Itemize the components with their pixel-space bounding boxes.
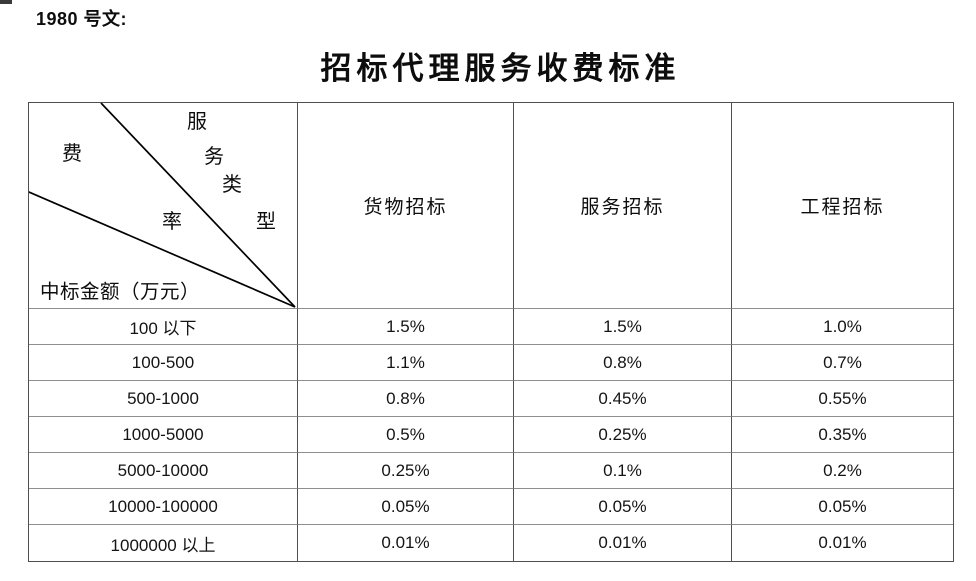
row-label-cell: 100-500 xyxy=(29,345,298,381)
fee-value-cell: 0.01% xyxy=(514,525,732,561)
table-row: 1000-5000 0.5% 0.25% 0.35% xyxy=(29,417,953,453)
table-row: 500-1000 0.8% 0.45% 0.55% xyxy=(29,381,953,417)
fee-value-cell: 0.1% xyxy=(514,453,732,489)
table-row: 10000-100000 0.05% 0.05% 0.05% xyxy=(29,489,953,525)
fee-value-cell: 0.55% xyxy=(732,381,953,417)
corner-label-fee-rate-char: 费 xyxy=(62,143,82,165)
fee-value-cell: 0.35% xyxy=(732,417,953,453)
fee-value-cell: 0.05% xyxy=(514,489,732,525)
scan-artifact xyxy=(0,0,12,4)
fee-value-cell: 0.45% xyxy=(514,381,732,417)
column-header-engineering: 工程招标 xyxy=(732,103,953,309)
fee-value-cell: 0.2% xyxy=(732,453,953,489)
fee-value-cell: 0.01% xyxy=(298,525,514,561)
fee-value-cell: 0.8% xyxy=(514,345,732,381)
fee-value-cell: 0.25% xyxy=(298,453,514,489)
diagonal-divider-lines xyxy=(29,103,296,308)
fee-value-cell: 0.7% xyxy=(732,345,953,381)
fee-table: 服 务 类 型 费 率 中标金额（万元） 货物招标 服务招标 工程招标 100 … xyxy=(28,102,954,562)
table-row: 100-500 1.1% 0.8% 0.7% xyxy=(29,345,953,381)
row-label-cell: 10000-100000 xyxy=(29,489,298,525)
table-row: 1000000 以上 0.01% 0.01% 0.01% xyxy=(29,525,953,561)
column-header-goods: 货物招标 xyxy=(298,103,514,309)
fee-value-cell: 1.5% xyxy=(514,309,732,345)
corner-header-cell: 服 务 类 型 费 率 中标金额（万元） xyxy=(29,103,298,309)
column-header-service: 服务招标 xyxy=(514,103,732,309)
doc-ref: 1980 号文: xyxy=(36,9,128,29)
fee-value-cell: 0.05% xyxy=(298,489,514,525)
corner-label-service-type-char: 服 xyxy=(187,111,207,133)
corner-inner: 服 务 类 型 费 率 中标金额（万元） xyxy=(29,103,297,308)
table-header-row: 服 务 类 型 费 率 中标金额（万元） 货物招标 服务招标 工程招标 xyxy=(29,103,953,309)
fee-value-cell: 0.05% xyxy=(732,489,953,525)
row-label-cell: 500-1000 xyxy=(29,381,298,417)
fee-value-cell: 0.25% xyxy=(514,417,732,453)
row-label-cell: 1000000 以上 xyxy=(29,525,298,561)
corner-label-fee-rate-char: 率 xyxy=(162,211,182,233)
table-row: 100 以下 1.5% 1.5% 1.0% xyxy=(29,309,953,345)
fee-value-cell: 0.8% xyxy=(298,381,514,417)
fee-value-cell: 1.5% xyxy=(298,309,514,345)
row-label-cell: 1000-5000 xyxy=(29,417,298,453)
fee-value-cell: 1.1% xyxy=(298,345,514,381)
table-row: 5000-10000 0.25% 0.1% 0.2% xyxy=(29,453,953,489)
corner-label-service-type-char: 类 xyxy=(222,174,242,196)
corner-label-amount: 中标金额（万元） xyxy=(40,282,201,303)
fee-value-cell: 0.5% xyxy=(298,417,514,453)
fee-value-cell: 0.01% xyxy=(818,533,867,552)
corner-label-service-type-char: 型 xyxy=(256,211,276,233)
page-title: 招标代理服务收费标准 xyxy=(320,51,681,86)
fee-value-cell: 1.0% xyxy=(732,309,953,345)
row-label-cell: 100 以下 xyxy=(29,309,298,345)
title-wrap: 招标代理服务收费标准 xyxy=(0,43,976,88)
row-label-cell: 5000-10000 xyxy=(29,453,298,489)
corner-label-service-type-char: 务 xyxy=(204,146,224,168)
